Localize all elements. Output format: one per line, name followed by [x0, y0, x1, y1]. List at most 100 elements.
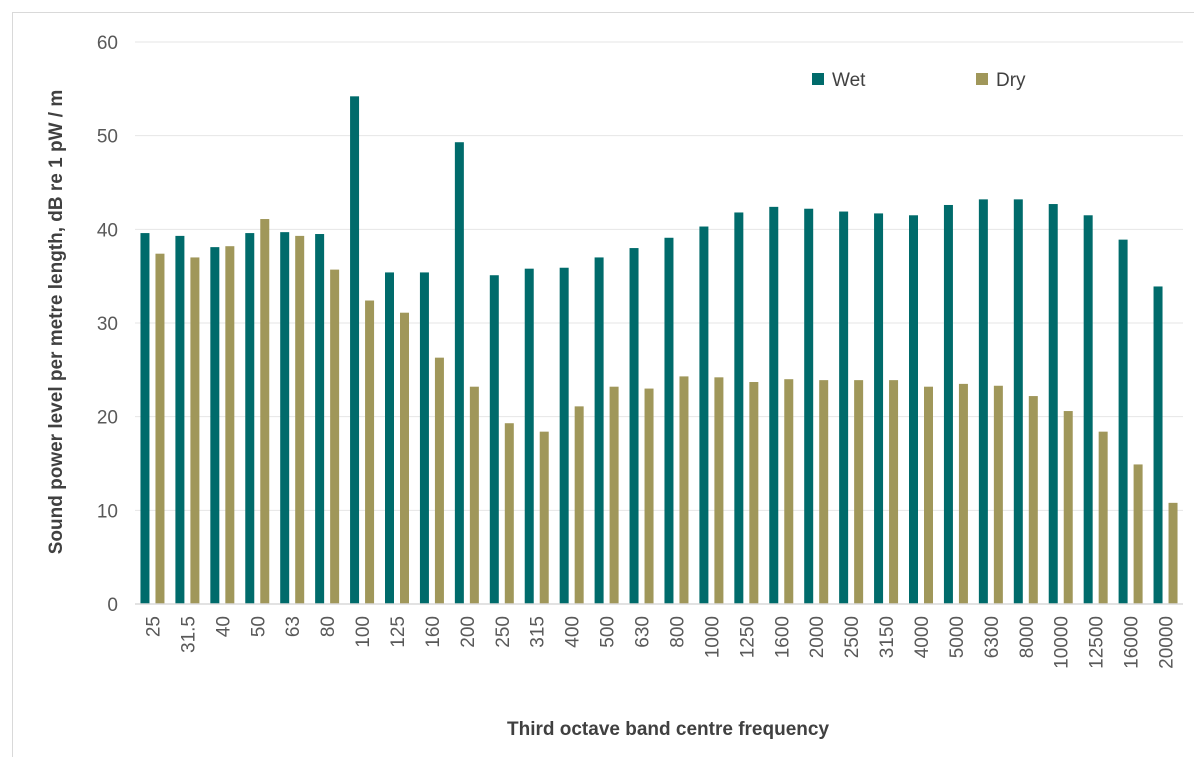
bar-dry-400 [574, 406, 584, 604]
x-tick-label: 1000 [702, 616, 723, 658]
bar-dry-31.5 [190, 257, 200, 604]
bar-wet-4000 [909, 215, 918, 605]
bar-wet-200 [454, 142, 464, 604]
x-tick-label: 50 [248, 616, 269, 637]
x-tick-label: 25 [143, 616, 164, 637]
bar-wet-1600 [769, 206, 779, 604]
y-tick-label: 30 [97, 314, 118, 335]
bar-wet-20000 [1153, 286, 1163, 604]
x-tick-label: 12500 [1087, 616, 1108, 669]
bar-wet-160 [419, 272, 429, 604]
x-tick-label: 40 [213, 616, 234, 637]
bar-dry-40 [225, 246, 235, 604]
legend-swatch-dry [976, 73, 988, 85]
y-tick-label: 40 [97, 220, 118, 241]
x-tick-label: 400 [563, 616, 584, 648]
bar-dry-1000 [714, 377, 724, 604]
bar-dry-10000 [1063, 411, 1073, 604]
x-tick-label: 4000 [912, 616, 933, 658]
bar-dry-20000 [1168, 502, 1178, 604]
bar-wet-50 [245, 233, 255, 604]
y-tick-label: 60 [97, 33, 118, 54]
x-tick-labels: 25 31.5 40 50 63 80 100 125 160 200 250 315 400 500 63… [143, 616, 1177, 669]
bar-wet-63 [280, 232, 290, 605]
bar-wet-5000 [943, 204, 953, 605]
y-tick-label: 0 [107, 595, 118, 616]
bar-wet-400 [559, 267, 569, 604]
y-tick-label: 10 [97, 501, 118, 522]
bar-wet-80 [315, 234, 325, 604]
bar-dry-5000 [958, 383, 968, 604]
y-axis-title: Sound power level per metre length, dB r… [46, 90, 67, 555]
x-tick-label: 10000 [1052, 616, 1073, 669]
bar-dry-630 [644, 388, 654, 604]
x-tick-label: 1250 [737, 616, 758, 658]
x-tick-label: 125 [388, 616, 409, 648]
x-tick-label: 630 [633, 616, 654, 648]
bar-wet-315 [524, 268, 534, 604]
x-tick-label: 80 [318, 616, 339, 637]
bar-wet-2500 [839, 211, 849, 604]
x-tick-label: 500 [598, 616, 619, 648]
chart-frame [12, 12, 1194, 757]
bar-dry-25 [155, 253, 165, 605]
bar-dry-8000 [1028, 396, 1038, 604]
bar-wet-10000 [1048, 204, 1058, 604]
bar-dry-4000 [924, 386, 933, 604]
bar-wet-16000 [1118, 239, 1128, 605]
bar-dry-160 [434, 357, 444, 604]
bar-dry-80 [330, 269, 340, 604]
bar-dry-100 [365, 300, 375, 604]
bars [140, 96, 1178, 605]
bar-dry-200 [469, 386, 479, 604]
bar-wet-100 [350, 96, 360, 605]
x-tick-label: 2000 [807, 616, 828, 658]
bar-wet-31.5 [175, 235, 185, 604]
bar-wet-1250 [734, 212, 744, 604]
x-tick-label: 5000 [947, 616, 968, 658]
bar-wet-1000 [699, 226, 709, 605]
y-tick-labels: 0 10 20 30 40 50 60 [97, 33, 118, 616]
legend-label-wet: Wet [832, 70, 866, 91]
x-tick-label: 6300 [982, 616, 1003, 658]
bar-dry-250 [504, 423, 514, 604]
bar-dry-12500 [1098, 431, 1108, 604]
bar-dry-1600 [784, 379, 794, 604]
legend-swatch-wet [812, 73, 824, 85]
bar-wet-250 [489, 275, 499, 604]
bar-dry-2000 [819, 380, 829, 604]
bar-wet-40 [210, 247, 220, 604]
bar-dry-16000 [1133, 464, 1143, 604]
x-tick-label: 8000 [1017, 616, 1038, 658]
bar-dry-2500 [854, 380, 864, 604]
bar-dry-500 [609, 386, 619, 604]
x-tick-label: 16000 [1122, 616, 1143, 669]
x-tick-label: 100 [353, 616, 374, 648]
x-axis-title: Third octave band centre frequency [507, 719, 829, 740]
legend-label-dry: Dry [996, 70, 1026, 91]
y-tick-label: 20 [97, 408, 118, 429]
bar-wet-2000 [804, 208, 814, 604]
legend: Wet Dry [812, 70, 1026, 91]
bar-dry-1250 [749, 382, 759, 604]
bar-wet-800 [664, 237, 674, 604]
x-tick-label: 31.5 [178, 616, 199, 653]
bar-wet-6300 [978, 199, 988, 605]
x-tick-label: 800 [667, 616, 688, 648]
bar-wet-630 [629, 248, 639, 605]
bar-dry-6300 [993, 385, 1003, 604]
x-tick-label: 250 [493, 616, 514, 648]
x-tick-label: 63 [283, 616, 304, 637]
bar-wet-12500 [1083, 215, 1093, 605]
gridlines [135, 41, 1183, 511]
bar-wet-3150 [874, 213, 884, 604]
bar-dry-63 [295, 235, 305, 604]
x-tick-label: 160 [423, 616, 444, 648]
bar-dry-3150 [889, 380, 899, 604]
x-tick-label: 3150 [877, 616, 898, 658]
bar-dry-125 [400, 312, 409, 604]
bar-wet-125 [385, 272, 394, 604]
x-tick-label: 2500 [842, 616, 863, 658]
bar-dry-315 [539, 431, 549, 604]
